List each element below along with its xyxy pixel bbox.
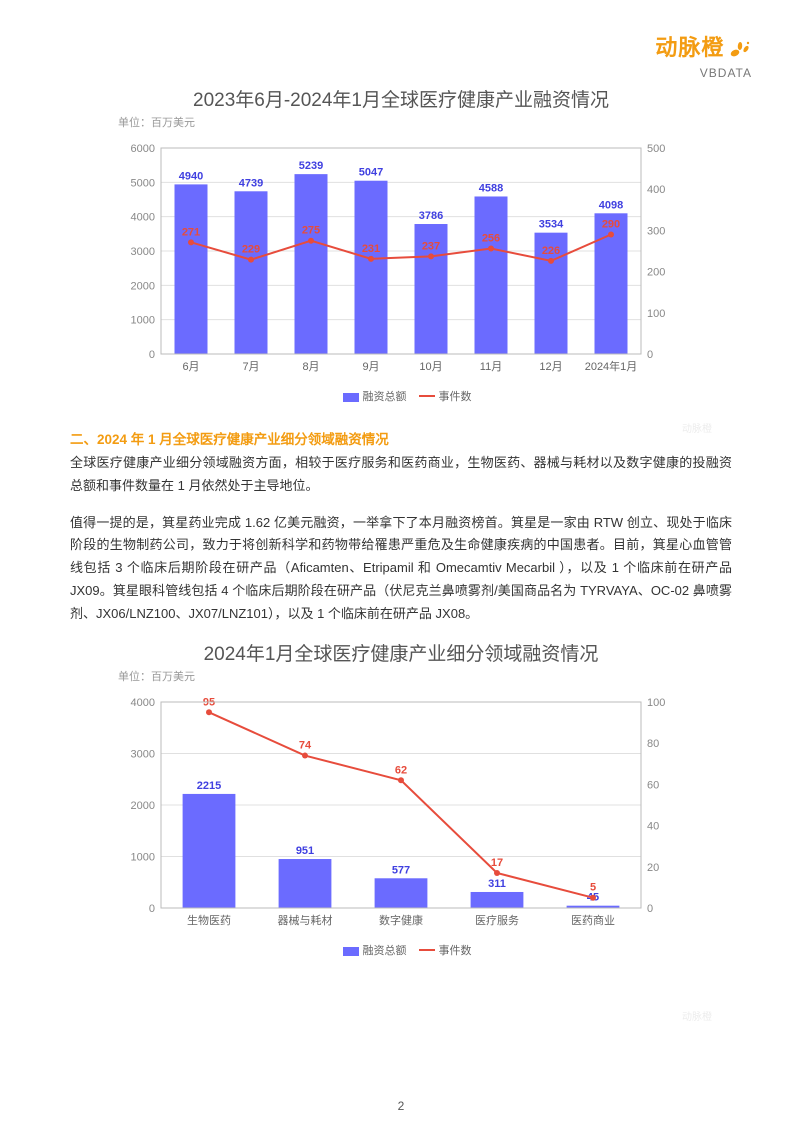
svg-text:400: 400	[647, 184, 665, 196]
svg-text:5: 5	[590, 882, 596, 894]
logo-en: VBDATA	[655, 66, 752, 80]
svg-text:5047: 5047	[359, 167, 383, 179]
svg-text:300: 300	[647, 225, 665, 237]
svg-text:0: 0	[647, 349, 653, 361]
svg-text:0: 0	[149, 903, 155, 915]
logo-cn-row: 动脉橙	[655, 30, 752, 66]
svg-text:200: 200	[647, 267, 665, 279]
svg-text:1000: 1000	[131, 852, 155, 864]
chart2-svg: 0 1000 2000 3000 4000 0 20 40 60 80 100 2215 生物医药 951…	[111, 688, 691, 938]
svg-text:256: 256	[482, 233, 500, 245]
svg-text:生物医药: 生物医药	[187, 913, 231, 927]
svg-text:311: 311	[488, 878, 506, 890]
svg-text:40: 40	[647, 821, 659, 833]
svg-text:4940: 4940	[179, 170, 203, 182]
svg-text:5000: 5000	[131, 177, 155, 189]
svg-text:231: 231	[362, 243, 380, 255]
svg-text:237: 237	[422, 240, 440, 252]
svg-text:4588: 4588	[479, 182, 503, 194]
chart2-unit: 单位：百万美元	[118, 668, 732, 684]
svg-text:10月: 10月	[419, 361, 442, 373]
svg-text:3000: 3000	[131, 246, 155, 258]
svg-text:5239: 5239	[299, 160, 323, 172]
svg-text:20: 20	[647, 862, 659, 874]
svg-text:0: 0	[149, 349, 155, 361]
svg-text:4098: 4098	[599, 199, 623, 211]
logo-cn: 动脉橙	[655, 35, 724, 60]
section2-para1: 全球医疗健康产业细分领域融资方面，相较于医疗服务和医药商业，生物医药、器械与耗材…	[70, 452, 732, 498]
logo-block: 动脉橙 VBDATA	[655, 30, 752, 80]
svg-text:11月: 11月	[480, 361, 502, 373]
svg-text:2000: 2000	[131, 800, 155, 812]
svg-text:2024年1月: 2024年1月	[585, 359, 638, 373]
svg-text:1000: 1000	[131, 315, 155, 327]
svg-text:74: 74	[299, 740, 312, 752]
chart1-svg: 0 1000 2000 3000 4000 5000 6000 0 100 200 300 400 50…	[111, 134, 691, 384]
svg-text:577: 577	[392, 865, 410, 877]
chart2-legend: 融资总额事件数	[70, 942, 732, 958]
svg-text:3534: 3534	[539, 219, 564, 231]
logo-burst-icon	[728, 38, 752, 66]
svg-text:12月: 12月	[539, 361, 562, 373]
section2-heading: 二、2024 年 1 月全球医疗健康产业细分领域融资情况	[70, 428, 732, 448]
svg-text:7月: 7月	[242, 361, 259, 373]
svg-text:271: 271	[182, 226, 200, 238]
svg-text:2000: 2000	[131, 280, 155, 292]
svg-text:290: 290	[602, 219, 620, 231]
svg-text:6000: 6000	[131, 143, 155, 155]
svg-text:275: 275	[302, 225, 320, 237]
chart1-unit: 单位：百万美元	[118, 114, 732, 130]
svg-text:229: 229	[242, 244, 260, 256]
watermark-2: 动脉橙	[682, 1008, 712, 1023]
svg-text:100: 100	[647, 308, 665, 320]
svg-text:器械与耗材: 器械与耗材	[278, 913, 333, 927]
chart2-title: 2024年1月全球医疗健康产业细分领域融资情况	[70, 639, 732, 666]
svg-text:3786: 3786	[419, 210, 443, 222]
chart2-block: 2024年1月全球医疗健康产业细分领域融资情况 单位：百万美元 01000200…	[70, 639, 732, 958]
svg-text:4739: 4739	[239, 177, 263, 189]
svg-text:3000: 3000	[131, 749, 155, 761]
svg-text:4000: 4000	[131, 697, 155, 709]
svg-text:226: 226	[542, 245, 560, 257]
svg-text:2215: 2215	[197, 780, 221, 792]
svg-text:8月: 8月	[302, 361, 319, 373]
chart1-block: 2023年6月-2024年1月全球医疗健康产业融资情况 单位：百万美元 0 100…	[70, 85, 732, 404]
svg-text:60: 60	[647, 780, 659, 792]
svg-text:62: 62	[395, 765, 407, 777]
svg-text:951: 951	[296, 845, 314, 857]
svg-text:医疗服务: 医疗服务	[475, 913, 519, 927]
svg-text:0: 0	[647, 903, 653, 915]
page-number: 2	[0, 1099, 802, 1113]
chart1-legend: 融资总额事件数	[70, 388, 732, 404]
svg-text:80: 80	[647, 738, 659, 750]
chart1-title: 2023年6月-2024年1月全球医疗健康产业融资情况	[70, 85, 732, 112]
section2-para2: 值得一提的是，箕星药业完成 1.62 亿美元融资，一举拿下了本月融资榜首。箕星是…	[70, 512, 732, 626]
svg-text:100: 100	[647, 697, 665, 709]
svg-text:9月: 9月	[362, 361, 379, 373]
svg-text:6月: 6月	[182, 361, 199, 373]
svg-text:17: 17	[491, 857, 503, 869]
svg-text:数字健康: 数字健康	[379, 913, 423, 927]
svg-text:医药商业: 医药商业	[571, 913, 615, 927]
svg-text:500: 500	[647, 143, 665, 155]
svg-text:4000: 4000	[131, 212, 155, 224]
